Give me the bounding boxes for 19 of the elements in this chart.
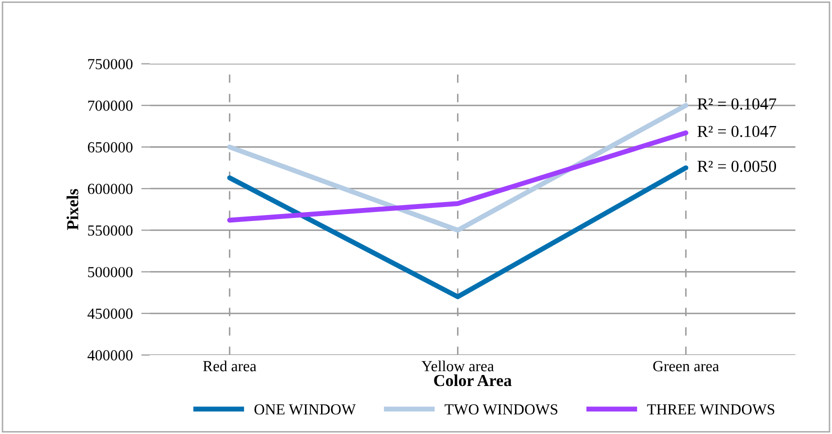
legend-label: THREE WINDOWS — [647, 404, 774, 415]
y-tick-label: 700000 — [88, 100, 133, 111]
x-tick-label: Yellow area — [422, 360, 494, 372]
annotation: R² = 0.1047 — [697, 98, 776, 110]
y-tick-label: 400000 — [88, 350, 133, 360]
y-axis-title: Pixels — [66, 188, 78, 230]
y-tick-label: 550000 — [88, 225, 133, 236]
y-tick-label: 500000 — [88, 266, 133, 278]
annotation: R² = 0.1047 — [697, 126, 776, 138]
legend-label: TWO WINDOWS — [444, 404, 558, 415]
x-tick-label: Green area — [653, 361, 719, 372]
x-tick-label: Red area — [203, 360, 256, 372]
annotation: R² = 0.0050 — [697, 160, 776, 172]
y-tick-label: 650000 — [88, 142, 133, 152]
y-tick-label: 750000 — [88, 58, 133, 70]
y-tick-label: 450000 — [88, 308, 133, 319]
x-axis-title: Color Area — [434, 374, 512, 386]
y-tick-label: 600000 — [88, 184, 133, 194]
legend-label: ONE WINDOW — [254, 404, 356, 415]
